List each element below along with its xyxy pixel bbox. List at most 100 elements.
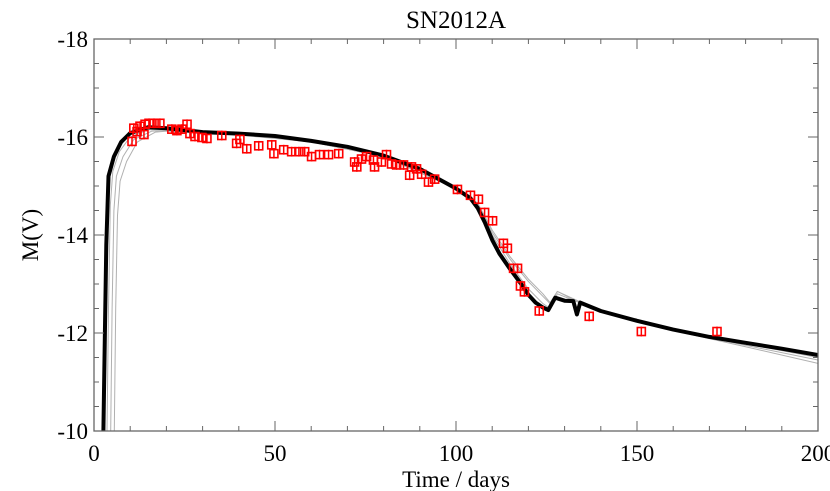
observation-point [144,118,154,129]
observation-point [202,133,212,144]
observation-point [155,118,165,129]
data-marker [216,130,227,141]
data-marker [406,162,417,172]
data-marker [253,141,264,151]
y-axis-label: M(V) [18,209,43,261]
observation-point [386,159,397,169]
model-curve [106,129,818,431]
observation-point [185,128,195,139]
data-marker [519,287,530,297]
observation-point [278,144,289,155]
data-marker [197,132,207,143]
model-curves [101,125,818,431]
data-marker [241,143,252,154]
data-marker [423,177,434,187]
data-marker [712,326,722,337]
observation-point [149,118,159,129]
data-marker [584,311,595,322]
data-marker [132,126,142,137]
y-tick-label: -10 [57,419,88,444]
observation-point [314,149,325,160]
observation-point [323,149,334,160]
observation-point [269,148,279,159]
data-marker [149,118,159,129]
data-marker [190,131,200,142]
observation-point [512,263,523,274]
x-tick-label: 100 [439,441,474,466]
data-marker [202,133,212,144]
observation-point [349,157,360,167]
observation-point [479,207,490,218]
x-tick-label: 0 [88,441,100,466]
observation-point [299,146,310,157]
observation-point [127,136,137,147]
data-marker [139,129,149,140]
observation-point [391,160,402,170]
data-marker [269,148,279,159]
data-marker [323,149,334,160]
observation-point [376,157,387,167]
data-marker [416,169,427,180]
data-marker [299,146,310,157]
observation-point [266,139,277,150]
observation-point [241,143,252,154]
model-curve [110,130,818,431]
data-marker [333,148,344,159]
chart-title: SN2012A [406,7,506,34]
data-marker [391,160,402,170]
data-marker [127,136,137,147]
observation-point [406,161,417,172]
data-marker [386,159,397,169]
data-marker [429,174,440,184]
best-model-curve [101,125,818,431]
observation-point [423,177,434,187]
observation-point [429,174,440,185]
y-tick-label: -14 [57,223,88,248]
observation-point [253,140,264,151]
data-marker [235,134,245,145]
y-tick-label: -18 [57,27,88,52]
data-marker [376,157,387,167]
axes-frame [93,38,819,432]
observation-point [473,194,484,205]
observation-point [502,243,513,254]
data-marker [266,140,277,150]
observation-point [190,131,200,142]
data-marker [356,154,367,164]
observation-point [172,125,182,136]
observation-point [167,124,177,135]
observation-point [333,148,344,159]
data-marker [144,118,154,129]
data-marker [452,184,463,195]
y-tick-label: -16 [57,125,88,150]
data-marker [155,118,165,129]
observation-point [452,184,463,195]
observation-point [584,311,595,322]
data-marker [479,207,490,218]
x-tick-label: 50 [264,441,287,466]
observation-point [636,326,647,337]
data-marker [411,164,422,174]
observation-point [294,146,304,157]
data-marker [294,146,304,157]
observation-point [411,163,422,174]
observation-point [534,306,545,316]
data-marker [487,215,498,226]
data-marker [381,149,392,160]
data-marker [167,124,177,134]
data-marker [502,243,513,254]
observation-point [132,126,142,137]
model-curve [113,130,818,431]
data-marker [534,306,545,316]
x-tick-label: 200 [801,441,830,466]
observation-point [197,132,207,143]
observation-point [519,286,530,297]
observation-point [139,129,149,140]
observation-point [356,154,367,164]
data-marker [349,157,360,167]
observation-point [712,326,722,337]
data-marker [636,326,647,337]
data-marker [185,128,195,139]
data-marker [172,125,182,136]
observation-point [182,119,192,130]
